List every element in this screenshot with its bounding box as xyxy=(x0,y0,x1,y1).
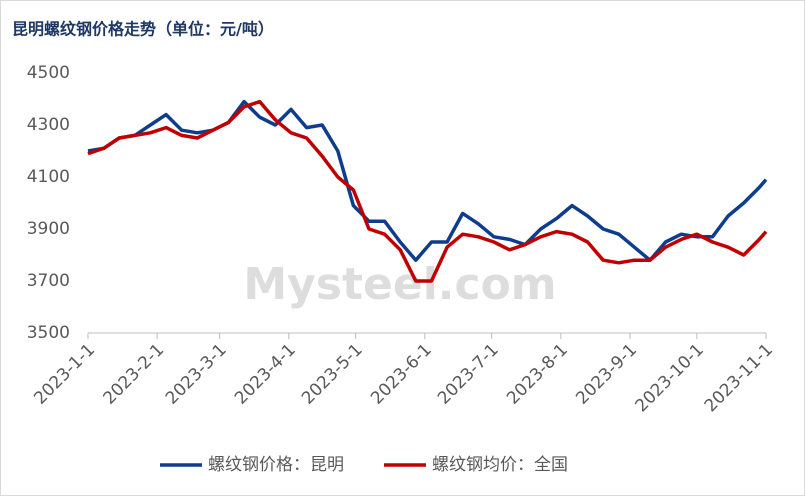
y-tick-label: 4300 xyxy=(27,115,70,135)
chart-title: 昆明螺纹钢价格走势（单位：元/吨） xyxy=(12,20,274,39)
legend-label: 螺纹钢均价：全国 xyxy=(432,455,568,475)
y-tick-label: 4500 xyxy=(27,63,70,83)
y-tick-label: 4100 xyxy=(27,167,70,187)
legend-label: 螺纹钢价格：昆明 xyxy=(208,455,344,475)
watermark: Mysteel.com xyxy=(243,259,556,310)
y-tick-label: 3700 xyxy=(27,271,70,291)
y-tick-label: 3900 xyxy=(27,219,70,239)
line xyxy=(87,99,768,262)
line xyxy=(87,99,768,283)
y-tick-label: 3500 xyxy=(27,323,70,343)
